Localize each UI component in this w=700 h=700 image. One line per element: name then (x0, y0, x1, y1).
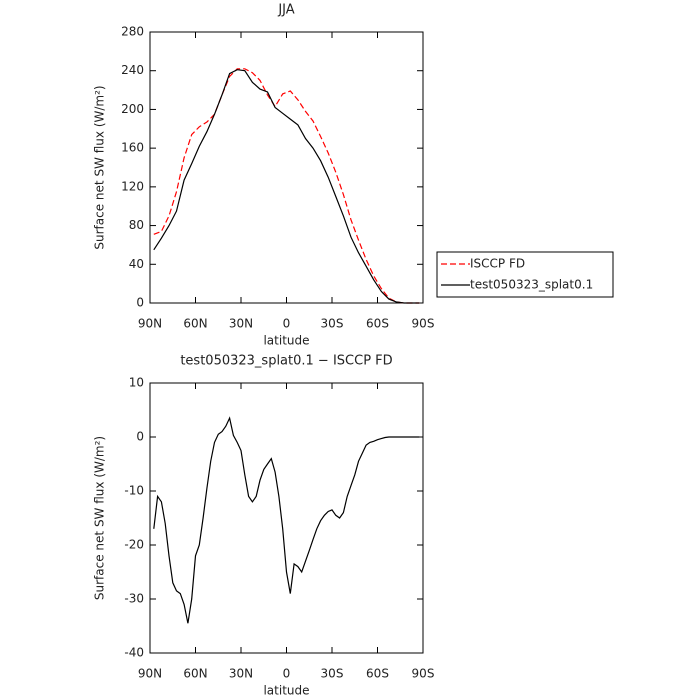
x-tick-label: 30S (321, 667, 344, 681)
y-axis-label: Surface net SW flux (W/m²) (93, 436, 107, 600)
legend-label: test050323_splat0.1 (470, 278, 593, 292)
x-tick-label: 60N (183, 317, 207, 331)
plot-frame (149, 382, 424, 654)
y-tick-label: 120 (121, 179, 144, 193)
y-tick-label: -10 (124, 484, 144, 498)
y-tick-label: 240 (121, 63, 144, 77)
x-tick-label: 60S (366, 667, 389, 681)
y-axis-label: Surface net SW flux (W/m²) (93, 85, 107, 249)
legend-frame (436, 251, 614, 298)
chart-title: JJA (277, 3, 294, 18)
x-tick-label: 30N (229, 317, 253, 331)
data-line (153, 68, 420, 304)
data-line (153, 416, 420, 624)
y-tick-label: 80 (129, 218, 144, 232)
x-tick-label: 90S (412, 667, 435, 681)
data-line (153, 69, 420, 304)
x-tick-label: 30S (321, 317, 344, 331)
x-tick-label: 0 (283, 317, 291, 331)
x-axis-label: latitude (263, 684, 309, 698)
y-tick-label: -30 (124, 592, 144, 606)
y-tick-label: -20 (124, 538, 144, 552)
x-axis-label: latitude (263, 334, 309, 348)
y-tick-label: 0 (136, 296, 144, 310)
x-tick-label: 60S (366, 317, 389, 331)
x-tick-label: 90N (138, 317, 162, 331)
x-tick-label: 60N (183, 667, 207, 681)
x-tick-label: 30N (229, 667, 253, 681)
x-tick-label: 90S (412, 317, 435, 331)
plot-frame (149, 31, 424, 304)
y-tick-label: 280 (121, 25, 144, 39)
y-tick-label: 200 (121, 102, 144, 116)
y-tick-label: 160 (121, 141, 144, 155)
legend-label: ISCCP FD (470, 257, 525, 271)
y-tick-label: -40 (124, 646, 144, 660)
x-tick-label: 90N (138, 667, 162, 681)
y-tick-label: 0 (136, 430, 144, 444)
y-tick-label: 10 (129, 376, 144, 390)
chart-title: test050323_splat0.1 − ISCCP FD (180, 354, 392, 369)
x-tick-label: 0 (283, 667, 291, 681)
y-tick-label: 40 (129, 257, 144, 271)
